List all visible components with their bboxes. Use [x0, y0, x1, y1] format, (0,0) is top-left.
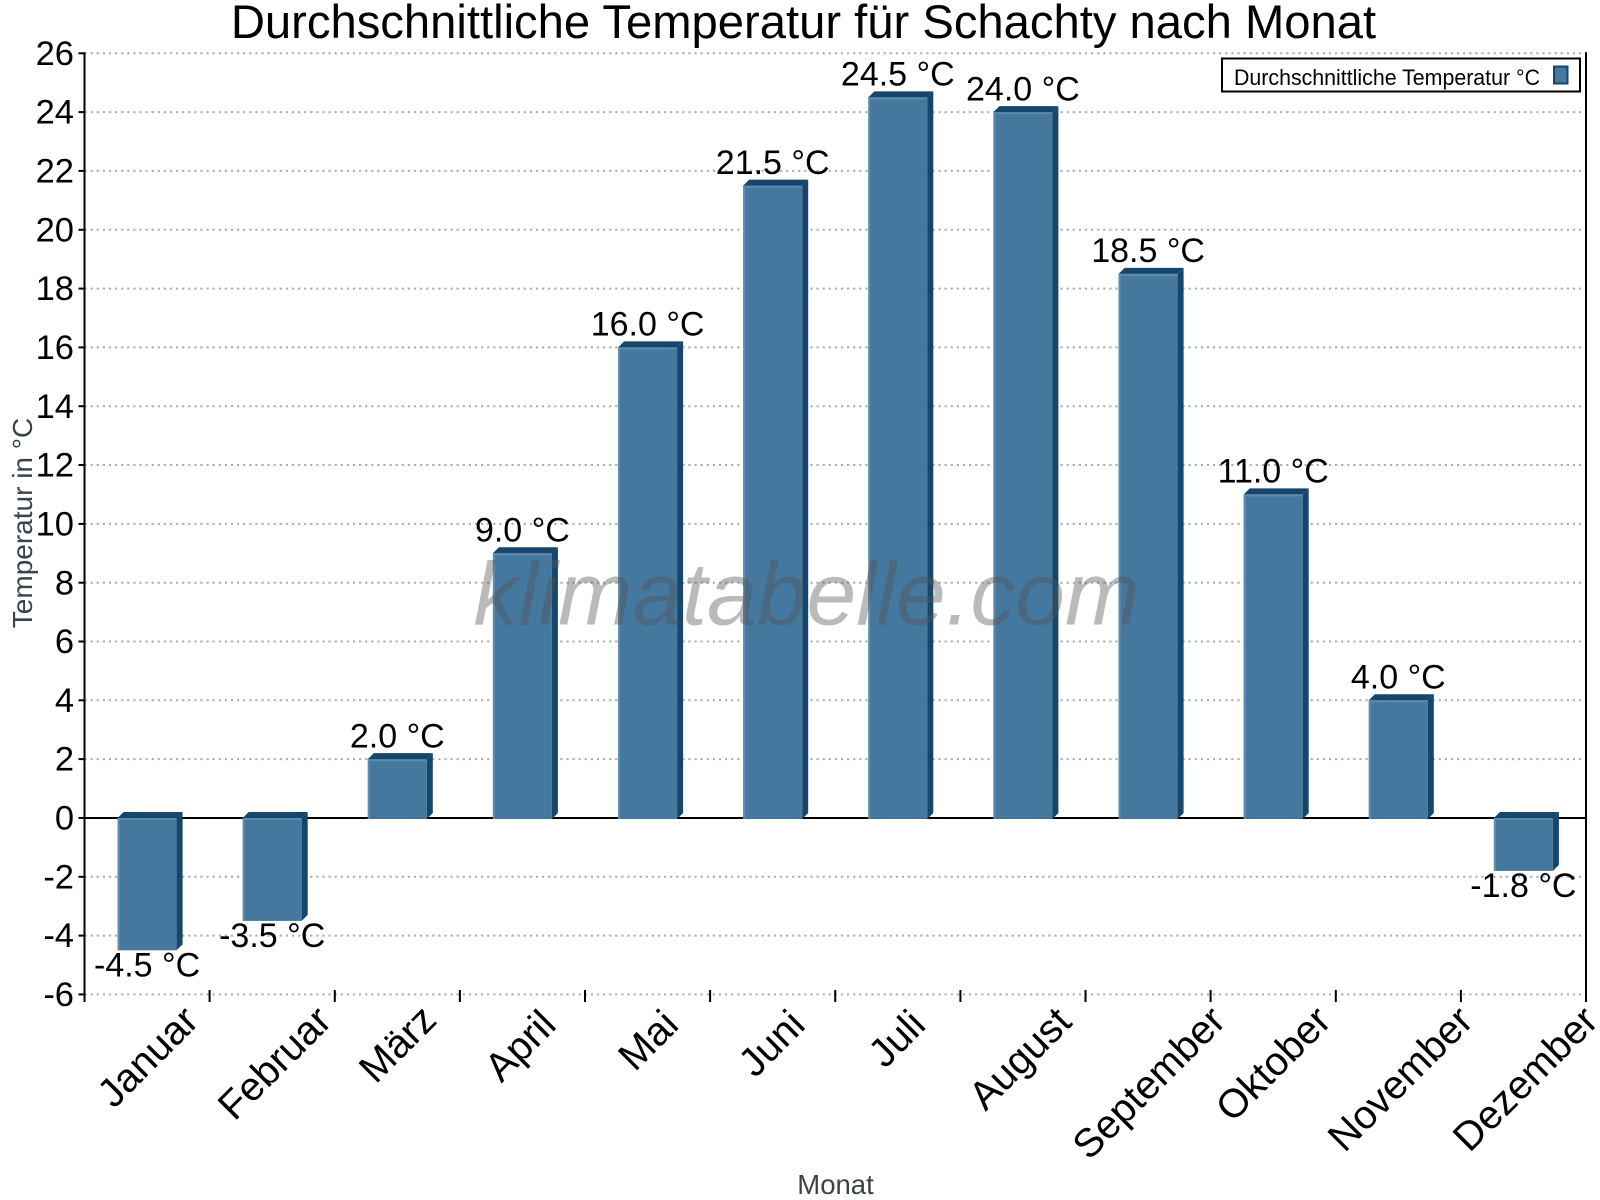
svg-text:20: 20	[36, 211, 74, 249]
svg-text:4: 4	[55, 682, 74, 720]
svg-text:14: 14	[36, 388, 74, 426]
svg-text:Temperatur in °C: Temperatur in °C	[7, 418, 38, 628]
svg-text:16: 16	[36, 329, 74, 367]
svg-text:Durchschnittliche Temperatur f: Durchschnittliche Temperatur für Schacht…	[231, 0, 1376, 49]
svg-text:2.0 °C: 2.0 °C	[350, 717, 445, 755]
svg-text:21.5 °C: 21.5 °C	[716, 144, 830, 182]
svg-text:2: 2	[55, 741, 74, 779]
svg-text:-4: -4	[43, 917, 74, 955]
svg-text:24.0 °C: 24.0 °C	[966, 70, 1080, 108]
svg-text:18.5 °C: 18.5 °C	[1091, 232, 1205, 270]
svg-text:18: 18	[36, 270, 74, 308]
svg-text:11.0 °C: 11.0 °C	[1218, 453, 1329, 491]
svg-text:0: 0	[55, 800, 74, 838]
svg-text:12: 12	[36, 447, 74, 485]
svg-text:16.0 °C: 16.0 °C	[591, 306, 705, 344]
svg-text:-1.8 °C: -1.8 °C	[1470, 867, 1576, 905]
svg-text:4.0 °C: 4.0 °C	[1351, 659, 1446, 697]
svg-text:-3.5 °C: -3.5 °C	[219, 917, 325, 955]
svg-text:24: 24	[36, 94, 74, 132]
svg-text:Durchschnittliche Temperatur °: Durchschnittliche Temperatur °C	[1234, 65, 1540, 90]
svg-text:6: 6	[55, 623, 74, 661]
svg-text:klimatabelle.com: klimatabelle.com	[474, 544, 1140, 644]
svg-text:24.5 °C: 24.5 °C	[841, 56, 955, 94]
svg-text:-6: -6	[43, 976, 74, 1014]
svg-text:-4.5 °C: -4.5 °C	[94, 946, 200, 984]
svg-text:8: 8	[55, 564, 74, 602]
svg-text:9.0 °C: 9.0 °C	[475, 512, 570, 550]
svg-text:Monat: Monat	[797, 1169, 874, 1200]
svg-text:22: 22	[36, 153, 74, 191]
svg-text:-2: -2	[43, 858, 74, 896]
svg-text:10: 10	[36, 506, 74, 544]
svg-text:26: 26	[36, 35, 74, 73]
